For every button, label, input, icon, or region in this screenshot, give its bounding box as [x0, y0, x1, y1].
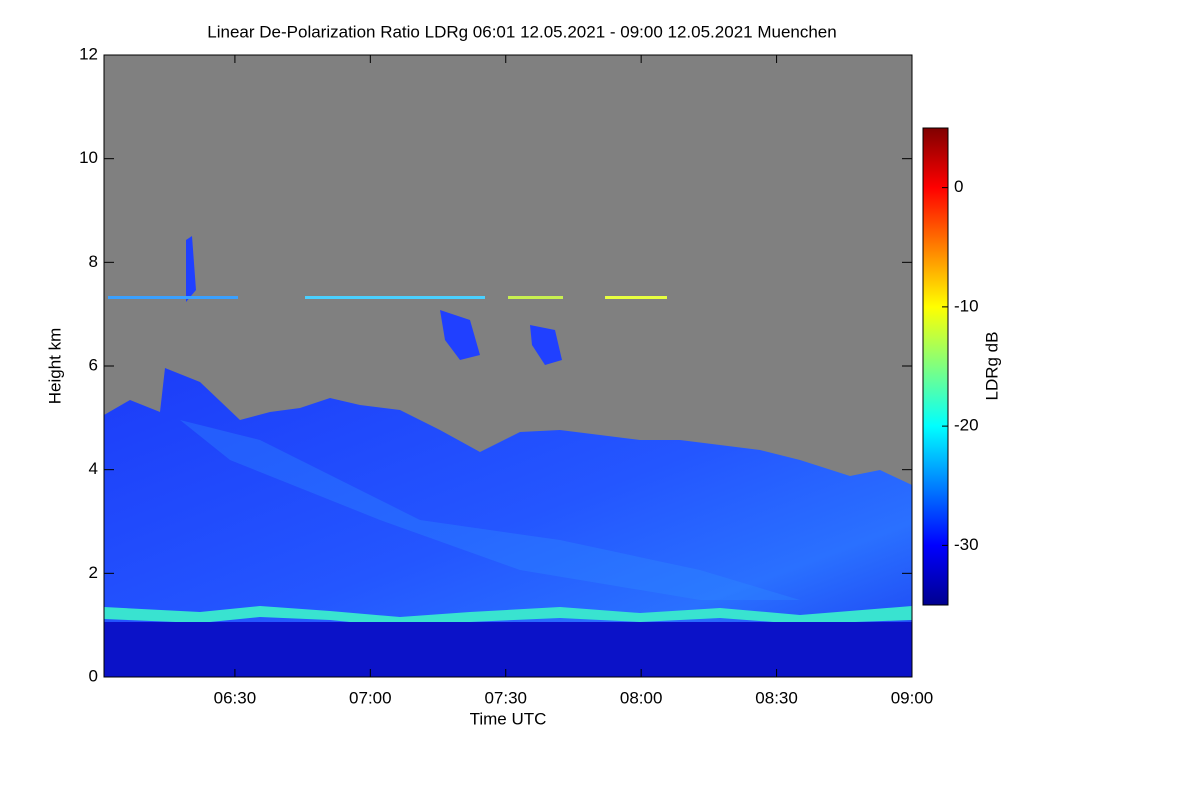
y-tick-label: 12	[79, 44, 98, 63]
y-tick-label: 8	[89, 252, 98, 271]
x-tick-label: 06:30	[214, 688, 257, 707]
x-tick-label: 08:00	[620, 688, 663, 707]
y-tick-label: 0	[89, 666, 98, 685]
colorbar-tick-label: -20	[954, 416, 979, 435]
x-tick-label: 08:30	[755, 688, 798, 707]
heatmap-image	[104, 55, 912, 677]
y-tick-label: 4	[89, 459, 98, 478]
colorbar-tick-label: 0	[954, 177, 963, 196]
colorbar-tick-label: -30	[954, 535, 979, 554]
colorbar	[922, 127, 949, 606]
x-tick-label: 07:00	[349, 688, 392, 707]
colorbar-tick-label: -10	[954, 296, 979, 315]
colorbar-label: LDRg dB	[982, 332, 1001, 401]
x-axis-label: Time UTC	[470, 709, 547, 728]
chart-title: Linear De-Polarization Ratio LDRg 06:01 …	[207, 22, 836, 41]
y-axis-label: Height km	[45, 328, 64, 405]
y-tick-label: 10	[79, 148, 98, 167]
y-tick-label: 6	[89, 355, 98, 374]
x-tick-label: 07:30	[484, 688, 527, 707]
x-tick-label: 09:00	[891, 688, 934, 707]
y-tick-label: 2	[89, 563, 98, 582]
